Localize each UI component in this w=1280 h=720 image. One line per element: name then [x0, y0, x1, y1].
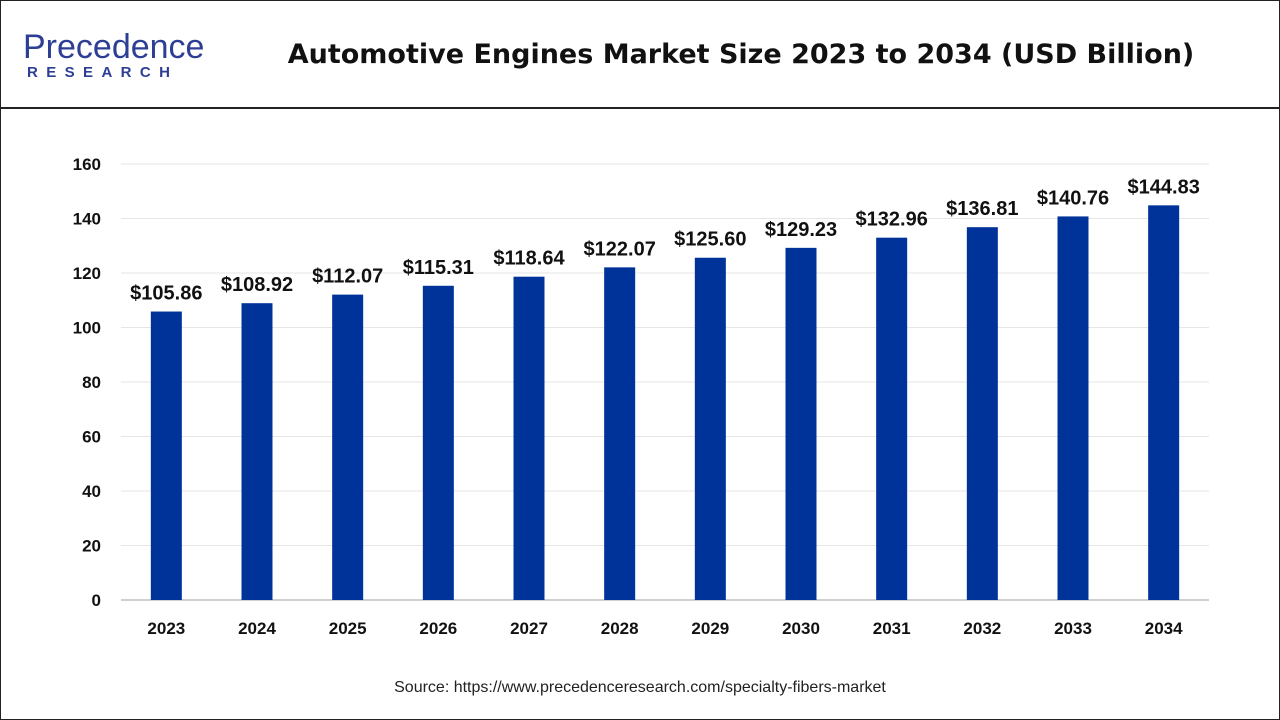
- y-tick-label: 60: [82, 428, 101, 447]
- data-label: $132.96: [856, 209, 928, 231]
- data-label: $144.83: [1128, 176, 1200, 198]
- bar: [150, 311, 182, 600]
- bar: [332, 294, 364, 600]
- data-label: $122.07: [584, 238, 656, 260]
- x-tick-label: 2025: [329, 619, 367, 638]
- x-tick-label: 2030: [782, 619, 820, 638]
- data-label: $118.64: [493, 248, 565, 270]
- y-tick-label: 0: [92, 591, 101, 610]
- x-tick-label: 2028: [601, 619, 639, 638]
- brand-subtitle: RESEARCH: [27, 64, 179, 81]
- brand-name: Precedence: [23, 28, 205, 66]
- x-tick-label: 2023: [147, 619, 185, 638]
- y-tick-label: 40: [82, 482, 101, 501]
- y-tick-label: 120: [73, 264, 101, 283]
- bar: [785, 247, 817, 600]
- axes: 0 20 40 60 80 100 120 140 160 2023 2024 2025 2026 202…: [73, 155, 1209, 638]
- x-tick-label: 2027: [510, 619, 548, 638]
- data-label: $125.60: [674, 229, 746, 251]
- x-tick-label: 2024: [238, 619, 276, 638]
- data-labels: $105.86 $108.92 $112.07 $115.31 $118.64 $122.…: [130, 176, 1200, 304]
- x-tick-label: 2026: [419, 619, 457, 638]
- y-tick-label: 140: [73, 210, 101, 229]
- bar: [604, 267, 636, 600]
- y-tick-label: 20: [82, 537, 101, 556]
- data-label: $129.23: [765, 219, 837, 241]
- bar: [422, 285, 454, 600]
- bars: [150, 205, 1180, 600]
- data-label: $112.07: [312, 266, 383, 288]
- grid-lines: [121, 163, 1209, 546]
- bar: [966, 227, 998, 600]
- data-label: $136.81: [946, 198, 1018, 220]
- bar-chart: 0 20 40 60 80 100 120 140 160 2023 2024 2025 2026 202…: [73, 155, 1209, 638]
- data-label: $140.76: [1037, 187, 1109, 209]
- data-label: $108.92: [221, 274, 293, 296]
- x-tick-label: 2032: [963, 619, 1001, 638]
- x-tick-label: 2029: [691, 619, 729, 638]
- bar: [1148, 205, 1180, 600]
- bar: [694, 257, 726, 600]
- x-tick-label: 2031: [873, 619, 911, 638]
- bar: [513, 276, 545, 600]
- header: Precedence RESEARCH Automotive Engines M…: [1, 1, 1279, 109]
- x-tick-label: 2034: [1145, 619, 1183, 638]
- y-tick-label: 80: [82, 373, 101, 392]
- y-tick-label: 160: [73, 155, 101, 174]
- chart-title: Automotive Engines Market Size 2023 to 2…: [287, 39, 1195, 70]
- source-note: Source: https://www.precedenceresearch.c…: [394, 679, 886, 696]
- bar: [1057, 216, 1089, 600]
- bar: [241, 303, 273, 600]
- data-label: $105.86: [130, 283, 202, 305]
- x-tick-label: 2033: [1054, 619, 1092, 638]
- data-label: $115.31: [403, 257, 474, 279]
- bar: [876, 237, 908, 600]
- y-tick-label: 100: [73, 319, 101, 338]
- brand-logo: Precedence RESEARCH: [23, 29, 223, 85]
